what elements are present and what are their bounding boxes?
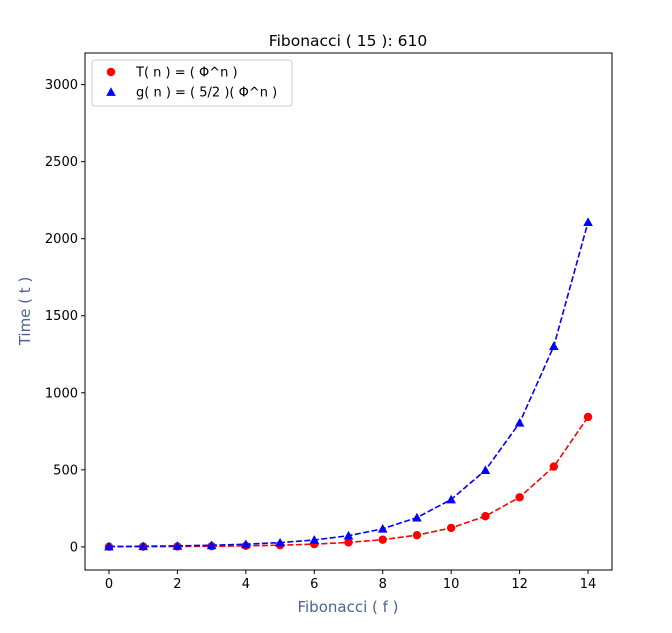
x-axis-label: Fibonacci ( f )	[297, 598, 398, 616]
legend-marker	[106, 87, 116, 96]
x-tick-label: 0	[105, 577, 113, 592]
y-tick-label: 1500	[45, 309, 78, 324]
x-tick-label: 14	[580, 577, 597, 592]
y-tick-label: 0	[70, 540, 78, 555]
y-tick-label: 2000	[45, 232, 78, 247]
series-layer	[104, 217, 593, 551]
y-axis: 0 500 1000 1500 2000 2500 3000	[45, 78, 85, 555]
data-point	[344, 538, 353, 547]
legend-item: T( n ) = ( Φ^n )	[106, 66, 238, 81]
data-point	[275, 537, 285, 547]
data-point	[583, 217, 593, 226]
x-tick-label: 10	[443, 577, 460, 592]
chart-title: Fibonacci ( 15 ): 610	[269, 32, 427, 50]
data-point	[514, 418, 525, 427]
legend-label: T( n ) = ( Φ^n )	[135, 66, 238, 81]
x-tick-label: 4	[242, 577, 250, 592]
plot-frame	[84, 52, 613, 571]
data-point	[309, 535, 320, 544]
data-point	[549, 341, 559, 351]
series-line	[108, 416, 589, 548]
y-tick-label: 500	[53, 463, 78, 478]
data-point	[446, 523, 456, 533]
y-tick-label: 2500	[45, 155, 78, 170]
data-point	[446, 494, 456, 504]
data-point	[583, 412, 593, 422]
legend-label: g( n ) = ( 5/2 )( Φ^n )	[136, 86, 277, 101]
data-point	[343, 530, 354, 540]
legend-marker	[106, 67, 116, 77]
legend: T( n ) = ( Φ^n ) g( n ) = ( 5/2 )( Φ^n )	[91, 59, 293, 107]
data-point	[206, 540, 217, 550]
data-point	[241, 539, 251, 549]
data-point	[412, 530, 422, 540]
series-0	[104, 412, 593, 551]
data-point	[515, 493, 524, 502]
legend-box	[91, 59, 293, 107]
data-point	[481, 512, 490, 521]
series-1	[104, 217, 593, 551]
y-tick-label: 1000	[45, 386, 78, 401]
x-tick-label: 12	[511, 577, 528, 592]
legend-item: g( n ) = ( 5/2 )( Φ^n )	[106, 86, 277, 101]
data-point	[172, 541, 183, 550]
data-point	[104, 541, 114, 551]
data-point	[377, 523, 388, 533]
y-axis-label: Time ( t )	[16, 277, 34, 347]
x-tick-label: 8	[379, 577, 387, 592]
data-point	[138, 541, 148, 551]
data-point	[378, 535, 387, 544]
y-tick-label: 3000	[45, 78, 78, 93]
x-tick-label: 6	[310, 577, 318, 592]
x-tick-label: 2	[173, 577, 181, 592]
data-point	[480, 465, 491, 475]
data-point	[412, 512, 422, 522]
data-point	[549, 462, 559, 471]
x-axis: 0 2 4 6 8 10 12 14	[105, 570, 597, 592]
